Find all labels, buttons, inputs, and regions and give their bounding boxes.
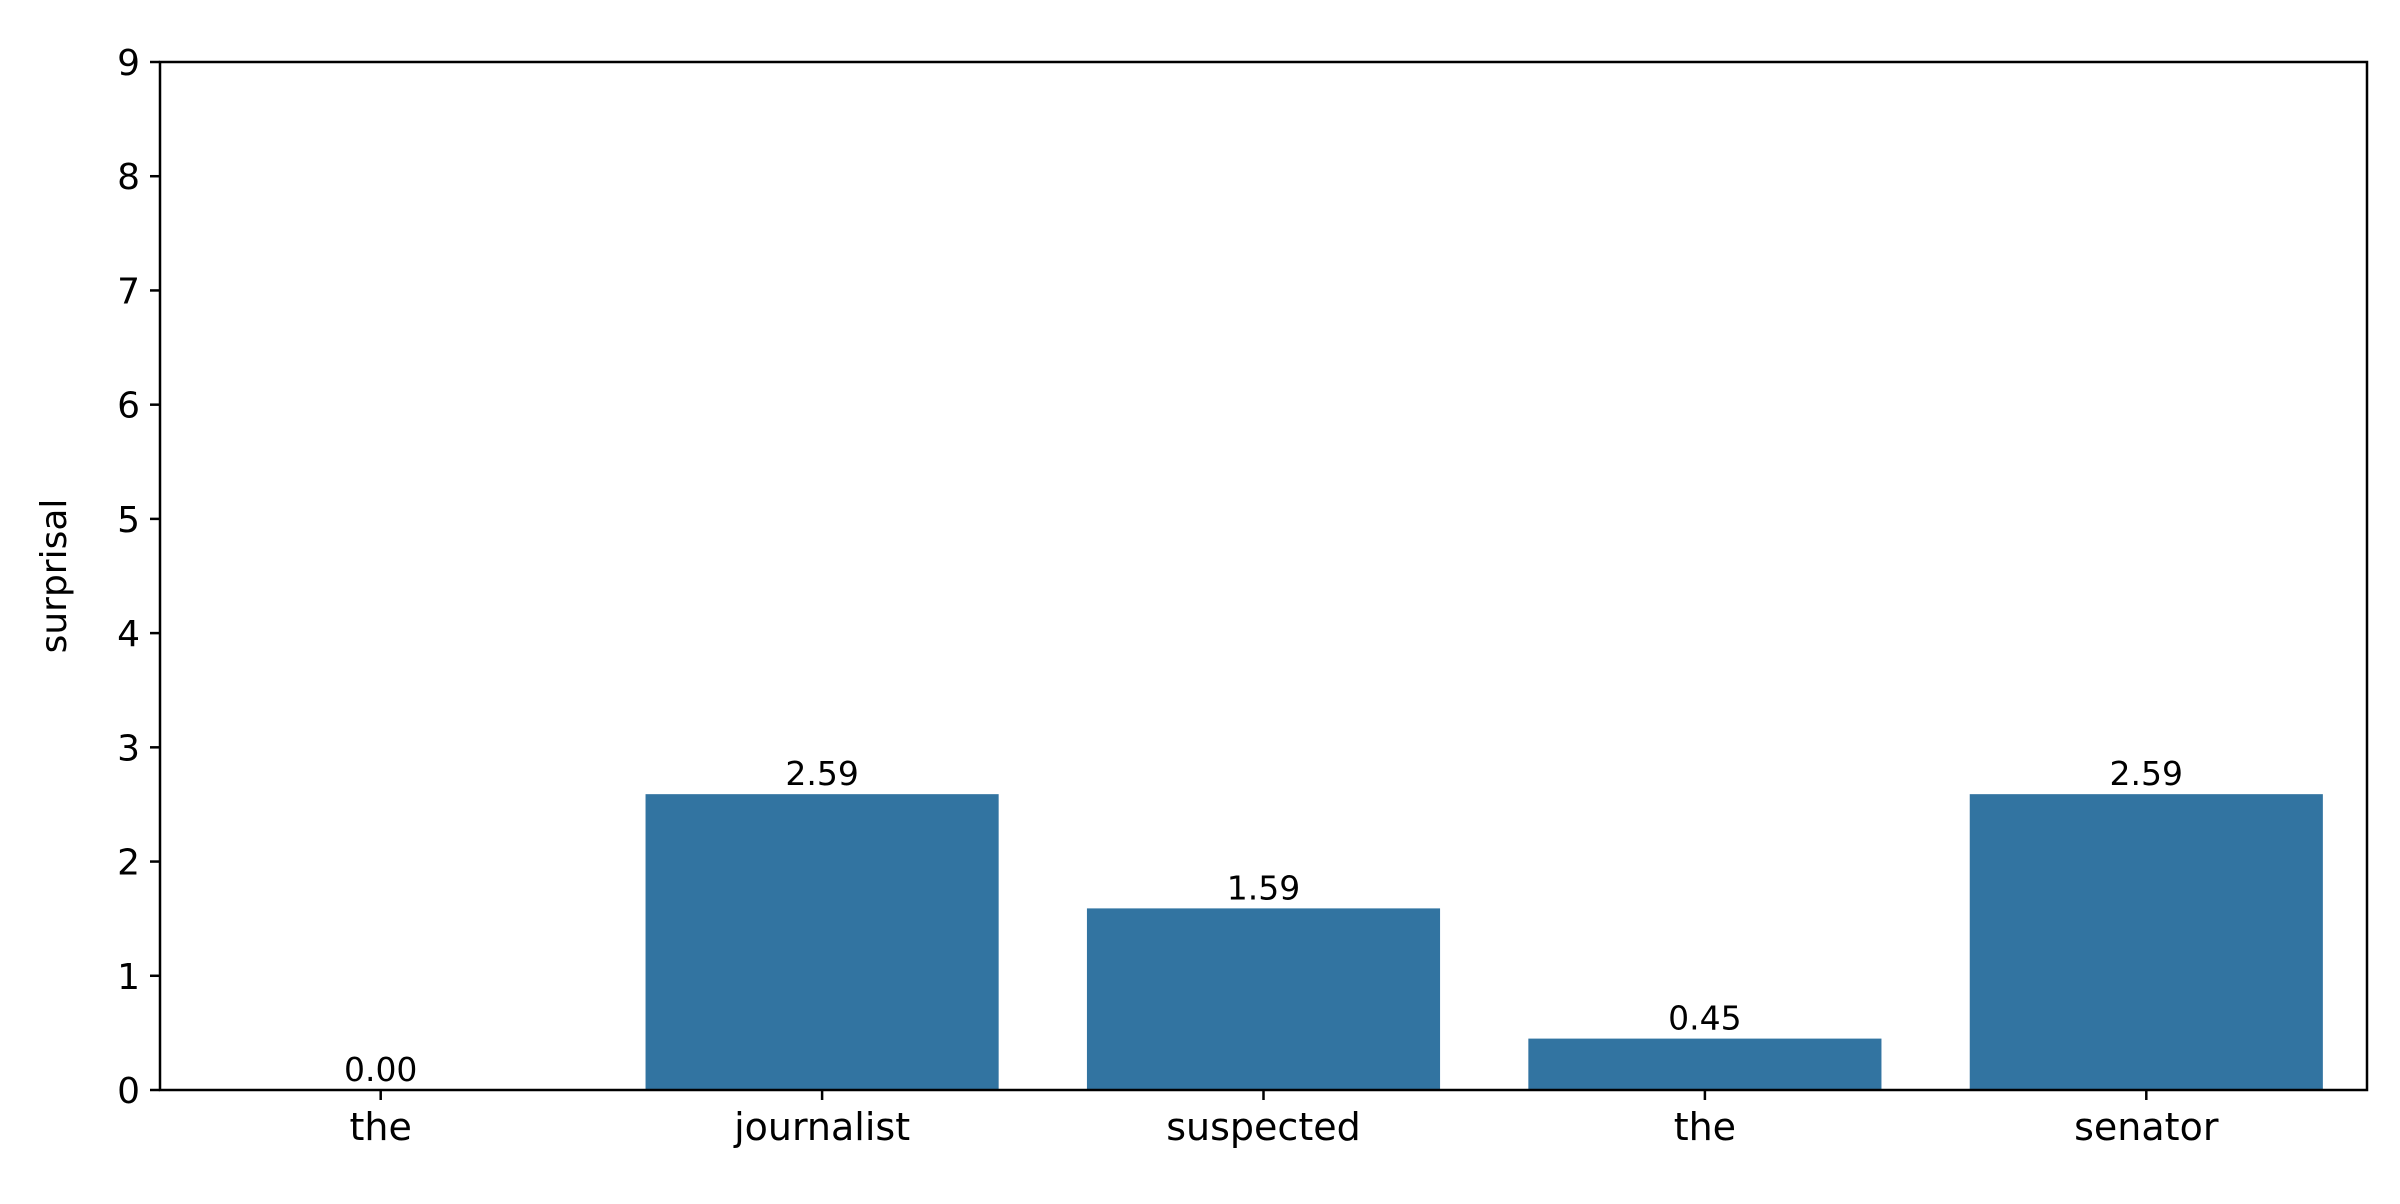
bar <box>1969 794 2323 1090</box>
y-axis: 0 1 2 3 4 5 6 7 8 9 <box>117 43 160 1112</box>
y-tick-label: 7 <box>117 271 140 312</box>
y-tick-label: 5 <box>117 500 140 541</box>
plot-area-frame <box>158 60 2369 1092</box>
x-tick-label: senator <box>2074 1105 2219 1149</box>
y-tick-label: 3 <box>117 728 140 769</box>
y-tick-label: 9 <box>117 43 140 84</box>
x-tick-label: the <box>1674 1105 1736 1149</box>
bar <box>1086 908 1441 1090</box>
y-tick-label: 0 <box>117 1071 140 1112</box>
bar <box>645 794 999 1090</box>
bar-value-label: 1.59 <box>1227 868 1300 907</box>
y-tick-label: 4 <box>117 614 140 655</box>
x-tick-label: journalist <box>733 1105 910 1149</box>
bar <box>1528 1038 1882 1090</box>
y-tick-label: 2 <box>117 843 140 884</box>
x-tick-label: suspected <box>1166 1105 1360 1149</box>
bar-value-labels: 0.00 2.59 1.59 0.45 2.59 <box>344 754 2183 1089</box>
y-axis-label: surprisal <box>34 499 75 654</box>
bars <box>645 794 2323 1090</box>
y-tick-label: 8 <box>117 157 140 198</box>
bar-value-label: 2.59 <box>785 754 858 793</box>
y-tick-label: 1 <box>117 957 140 998</box>
bar-value-label: 0.45 <box>1668 999 1741 1038</box>
bar-value-label: 2.59 <box>2110 754 2183 793</box>
bar-value-label: 0.00 <box>344 1050 417 1089</box>
x-tick-label: the <box>350 1105 412 1149</box>
y-tick-label: 6 <box>117 386 140 427</box>
x-axis: the journalist suspected the senator <box>350 1090 2219 1149</box>
